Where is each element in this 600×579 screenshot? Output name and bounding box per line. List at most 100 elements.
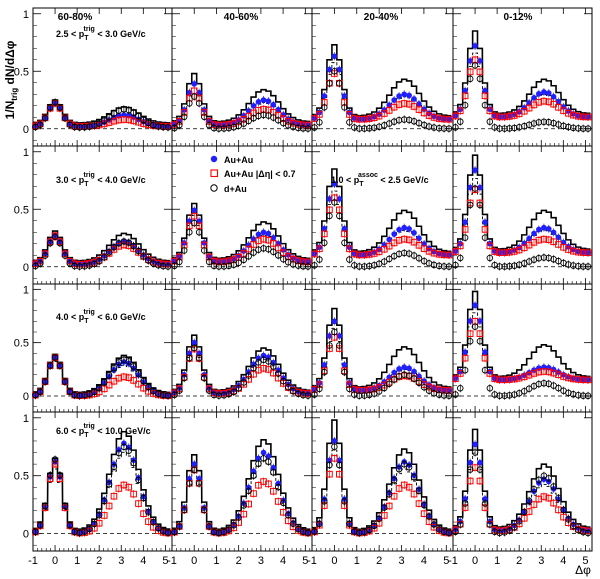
data-point <box>56 104 64 111</box>
series-dau <box>311 67 453 133</box>
data-point <box>440 528 448 536</box>
data-point <box>462 496 468 502</box>
data-point <box>515 374 523 382</box>
data-point <box>515 517 523 525</box>
data-point <box>155 261 162 269</box>
data-point <box>81 528 88 535</box>
data-point <box>120 373 128 381</box>
data-point <box>76 392 83 399</box>
data-point <box>95 384 103 392</box>
x-tick-label: 4 <box>560 555 566 567</box>
data-point <box>341 230 348 238</box>
data-point <box>196 350 202 357</box>
data-point <box>476 68 484 76</box>
data-point <box>361 263 368 270</box>
data-point <box>476 330 484 337</box>
data-point <box>535 254 543 262</box>
data-point <box>445 392 453 399</box>
data-point <box>579 528 587 536</box>
data-point <box>461 92 469 100</box>
data-point <box>135 247 142 255</box>
data-point <box>125 106 133 114</box>
series-dau <box>452 61 592 133</box>
envelope-histogram <box>312 168 452 253</box>
data-point <box>149 387 157 395</box>
data-point <box>81 123 88 131</box>
data-point <box>525 385 533 392</box>
data-point <box>280 377 287 385</box>
data-point <box>575 376 582 383</box>
centrality-label-1: 40-60% <box>224 12 259 23</box>
data-point <box>410 252 418 259</box>
data-point <box>440 263 448 270</box>
data-point <box>250 490 257 497</box>
data-point <box>110 492 118 500</box>
data-point <box>486 384 494 392</box>
data-point <box>579 113 587 121</box>
panel-frame <box>452 7 593 147</box>
data-point <box>56 362 64 369</box>
data-point <box>66 260 74 267</box>
data-point <box>270 235 277 241</box>
panel-r1-c1 <box>171 145 313 285</box>
data-point <box>385 255 393 263</box>
x-tick-label: 1 <box>74 555 80 567</box>
data-point <box>452 261 459 269</box>
data-point <box>336 457 343 464</box>
data-point <box>365 251 373 258</box>
data-point <box>457 254 464 262</box>
data-point <box>270 464 277 471</box>
y-tick-label: 1 <box>23 147 29 159</box>
data-point <box>341 239 348 247</box>
x-tick-label: 2 <box>376 555 382 567</box>
data-point <box>386 236 393 243</box>
data-point <box>46 471 54 479</box>
data-point <box>145 257 152 264</box>
trig-label-3: 6.0 < pTtrig < 10.0 GeV/c <box>56 423 151 439</box>
data-point <box>440 251 448 259</box>
data-point <box>550 119 557 127</box>
data-point <box>265 453 272 460</box>
data-point <box>164 529 172 536</box>
data-point <box>565 516 572 523</box>
data-point <box>560 373 567 380</box>
data-point <box>336 333 343 339</box>
data-point <box>331 318 338 325</box>
data-point <box>361 392 368 399</box>
data-point <box>491 124 498 131</box>
data-point <box>535 476 543 484</box>
data-point <box>260 455 267 462</box>
y-tick-label: 0 <box>23 124 29 136</box>
data-point <box>555 494 562 502</box>
data-point <box>225 262 233 270</box>
data-point <box>316 111 323 118</box>
data-point <box>265 245 272 253</box>
data-point <box>110 117 118 125</box>
data-point <box>452 391 459 398</box>
data-point <box>351 262 358 269</box>
data-point <box>481 234 489 241</box>
data-point <box>159 528 167 535</box>
data-point <box>501 263 508 270</box>
data-point <box>405 372 413 379</box>
data-point <box>550 369 557 377</box>
data-point <box>61 378 69 385</box>
data-point <box>545 98 553 106</box>
data-point <box>541 89 547 95</box>
data-point <box>370 114 378 122</box>
data-point <box>575 391 582 399</box>
data-point <box>81 391 88 399</box>
data-point <box>195 354 203 362</box>
data-point <box>400 460 408 468</box>
data-point <box>390 376 398 383</box>
panel-frame <box>452 411 593 552</box>
data-point <box>545 368 553 376</box>
data-point <box>331 181 338 187</box>
series-dau <box>32 353 172 400</box>
data-point <box>289 520 297 527</box>
data-point <box>346 520 353 528</box>
data-point <box>210 262 218 270</box>
data-point <box>304 125 312 132</box>
data-point <box>41 252 49 259</box>
x-tick-label: 5 <box>302 555 308 567</box>
